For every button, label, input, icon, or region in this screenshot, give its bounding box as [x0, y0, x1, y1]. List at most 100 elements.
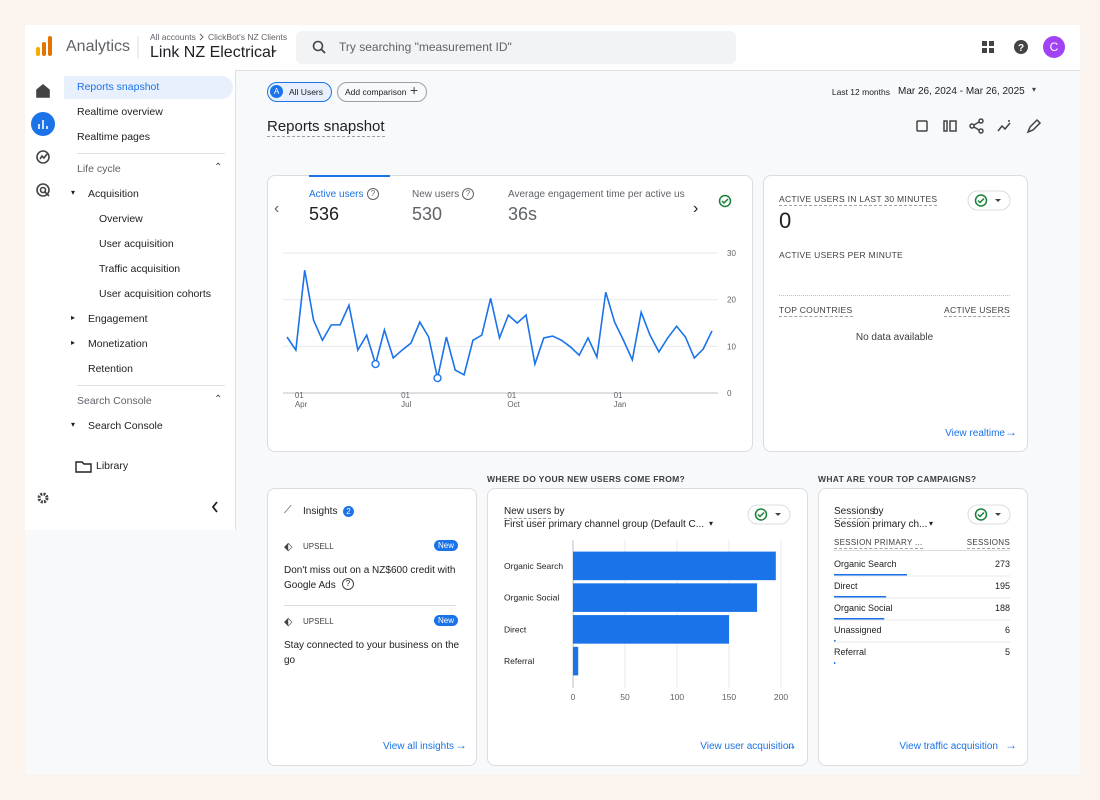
view-user-acquisition[interactable]: View user acquisition — [700, 741, 794, 752]
table-metric[interactable]: Sessions — [834, 506, 875, 519]
side-nav — [25, 70, 236, 530]
nav-item[interactable]: Reports snapshot — [77, 81, 160, 93]
segment-badge: A — [270, 85, 283, 98]
tag-icon: ⬖ — [284, 616, 293, 628]
report-tools — [916, 118, 1042, 134]
nav-caret: ⌃ — [214, 394, 223, 405]
nav-item[interactable]: Overview — [99, 213, 143, 225]
row-label: Direct — [834, 581, 858, 591]
view-traffic-acquisition[interactable]: View traffic acquisition — [899, 741, 998, 752]
arrow: → — [1005, 425, 1017, 439]
date-range[interactable]: Mar 26, 2024 - Mar 26, 2025 — [898, 86, 1025, 97]
nav-item[interactable]: Realtime overview — [77, 106, 163, 118]
help-icon[interactable] — [1014, 40, 1028, 54]
bar-metric[interactable]: New users — [504, 506, 552, 519]
rail-icons — [31, 83, 55, 504]
metric-label[interactable]: Active users — [309, 189, 364, 200]
plus-icon: + — [410, 82, 419, 98]
next-arrow[interactable]: › — [693, 200, 699, 217]
row-value: 195 — [994, 581, 1010, 591]
divider — [834, 550, 1010, 551]
nav-item[interactable]: Life cycle — [77, 163, 121, 175]
metric-label[interactable]: Average engagement time per active us — [508, 189, 685, 200]
date-caret: ▾ — [1032, 85, 1037, 94]
col-header: SESSIONS — [966, 538, 1010, 549]
nav-item[interactable]: Search Console — [77, 395, 152, 407]
insights-title: Insights — [303, 506, 338, 517]
arrow: → — [785, 738, 797, 752]
help-icon: ? — [367, 188, 379, 200]
table-dimension[interactable]: Session primary ch... — [834, 519, 928, 530]
empty-state: No data available — [855, 332, 934, 343]
insights-card — [267, 488, 477, 766]
segment-label: All Users — [289, 87, 324, 97]
nav-divider — [77, 153, 225, 154]
chevron — [199, 33, 204, 41]
insight-tag: UPSELL — [303, 617, 334, 626]
help-icon: ? — [462, 188, 474, 200]
row-value: 5 — [1004, 647, 1010, 657]
insights-icon: ⟋ — [284, 504, 292, 516]
nav-active — [64, 76, 233, 99]
nav-caret: ▸ — [71, 338, 76, 347]
avatar-letter: C — [1049, 40, 1059, 54]
nav-item[interactable]: Acquisition — [88, 188, 139, 200]
tag-icon: ⬖ — [284, 541, 293, 553]
row-label: Referral — [834, 647, 867, 657]
search-box[interactable] — [296, 31, 736, 64]
insight-text[interactable]: Stay connected to your business on the g… — [284, 640, 460, 666]
nav-item[interactable]: Engagement — [88, 313, 148, 325]
section-title: WHERE DO YOUR NEW USERS COME FROM? — [487, 474, 685, 484]
nav-item[interactable]: User acquisition cohorts — [99, 288, 212, 300]
nav-caret: ▸ — [71, 313, 76, 322]
section-title: WHAT ARE YOUR TOP CAMPAIGNS? — [818, 474, 977, 484]
nav-item[interactable]: Realtime pages — [77, 131, 150, 143]
date-preset: Last 12 months — [831, 87, 890, 97]
breadcrumb[interactable]: ClickBot's NZ Clients — [208, 32, 288, 42]
row-label: Organic Social — [834, 603, 893, 613]
caret: ▾ — [709, 519, 714, 528]
tab-indicator — [309, 175, 390, 177]
insights-count: 2 — [343, 506, 354, 517]
nav-item[interactable]: User acquisition — [99, 238, 174, 250]
row-value: 6 — [1004, 625, 1010, 635]
view-insights[interactable]: View all insights — [383, 741, 454, 752]
x-tick-label: 01 Apr — [294, 391, 308, 409]
nav-item[interactable]: Search Console — [88, 420, 163, 432]
search-placeholder: Try searching "measurement ID" — [339, 40, 512, 54]
realtime-value: 0 — [779, 208, 792, 233]
prev-arrow[interactable]: ‹ — [274, 200, 280, 217]
caret: ▾ — [929, 519, 934, 528]
nav-item[interactable]: Monetization — [88, 338, 148, 350]
apps-icon[interactable] — [982, 41, 994, 53]
nav-library[interactable]: Library — [96, 460, 129, 472]
nav-item[interactable]: Traffic acquisition — [99, 263, 181, 275]
x-tick-label: 01 Oct — [507, 391, 520, 409]
nav-item[interactable]: Retention — [88, 363, 133, 375]
x-tick-label: 01 Jan — [613, 391, 627, 409]
add-comparison: Add comparison — [345, 87, 407, 97]
insight-text[interactable]: Don't miss out on a NZ$600 credit with G… — [284, 565, 456, 591]
view-realtime[interactable]: View realtime — [945, 428, 1005, 439]
insight-tag: UPSELL — [303, 542, 334, 551]
col-header: TOP COUNTRIES — [779, 305, 853, 317]
add-comparison-chip[interactable] — [337, 82, 427, 102]
product-name: Analytics — [66, 38, 131, 55]
nav-caret: ▾ — [71, 420, 76, 429]
insight-badge: New — [434, 615, 459, 626]
segment-chip[interactable] — [267, 82, 332, 102]
row-value: 188 — [994, 603, 1010, 613]
metric-label[interactable]: New users — [412, 189, 460, 200]
property-name[interactable]: Link NZ Electrical — [150, 44, 275, 61]
bar-dimension[interactable]: First user primary channel group (Defaul… — [504, 519, 705, 530]
avatar[interactable] — [1043, 36, 1065, 58]
divider — [284, 605, 456, 606]
campaigns-card — [818, 488, 1028, 766]
collapse-nav[interactable] — [211, 501, 218, 513]
per-minute: ACTIVE USERS PER MINUTE — [779, 250, 904, 260]
breadcrumb[interactable]: All accounts — [150, 32, 196, 42]
row-label: Organic Search — [834, 559, 897, 569]
nav-divider — [77, 385, 225, 386]
